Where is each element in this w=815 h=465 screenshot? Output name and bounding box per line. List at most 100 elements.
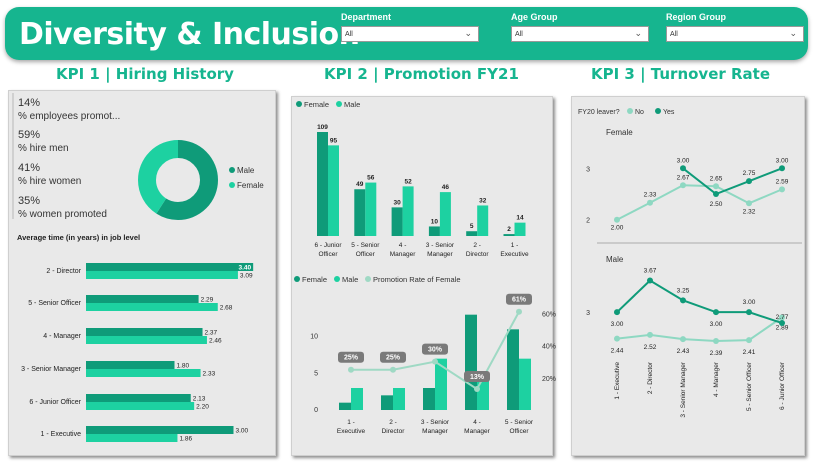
rate-point <box>432 358 438 365</box>
data-label: 3.25 <box>677 287 690 294</box>
bar-male <box>477 205 489 236</box>
category-label: 4 - <box>399 242 407 249</box>
hbar <box>86 426 234 434</box>
region-group-slicer[interactable]: Region Group All ⌄ <box>666 12 804 42</box>
page-title: Diversity & Inclusion <box>19 17 360 52</box>
category-label: Director <box>382 428 406 435</box>
bar-male <box>365 182 377 236</box>
line-point-no <box>746 337 752 344</box>
line-point-no <box>713 183 719 190</box>
data-label: 2.44 <box>611 348 624 355</box>
legend-marker-male <box>229 167 235 173</box>
region-group-dropdown[interactable]: All ⌄ <box>666 26 804 42</box>
kpi-card: 35% % women promoted <box>18 195 107 220</box>
category-label: 2 - Director <box>647 361 654 394</box>
data-label: 2.13 <box>193 396 206 403</box>
rate-point <box>474 386 480 393</box>
data-label: 32 <box>479 197 487 204</box>
data-label: 2.32 <box>743 208 756 215</box>
rate-data-label: 25% <box>386 355 401 362</box>
data-label: 2.20 <box>196 404 209 411</box>
age-group-slicer-label: Age Group <box>511 12 558 22</box>
bar-female <box>428 226 440 236</box>
legend-label-female: Female <box>304 100 329 109</box>
legend-marker <box>365 276 371 282</box>
category-label: Officer <box>318 251 338 258</box>
line-yes <box>682 167 783 196</box>
y2-tick-label: 60% <box>542 311 556 318</box>
line-point-yes <box>713 309 719 316</box>
y-tick-label: 5 <box>314 370 318 377</box>
chevron-down-icon[interactable]: ⌄ <box>464 28 472 38</box>
data-label: 46 <box>442 184 450 191</box>
card-label: % women promoted <box>18 209 107 220</box>
bar-female <box>466 231 478 236</box>
bar-female <box>381 395 393 410</box>
card-value: 59% <box>18 129 41 141</box>
legend-label-no: No <box>635 109 644 116</box>
data-label: 2.43 <box>677 348 690 355</box>
category-label: Executive <box>500 251 529 258</box>
kpi-card: 14% % employees promot... <box>18 97 120 122</box>
category-label: 5 - Senior Officer <box>746 361 753 411</box>
rate-data-label: 25% <box>344 355 359 362</box>
category-label: Manager <box>464 428 490 435</box>
category-label: 5 - Senior Officer <box>28 300 81 307</box>
cards-divider <box>12 93 14 219</box>
line-point-yes <box>779 320 785 327</box>
data-label: 3.67 <box>644 268 657 275</box>
panel-title: Male <box>606 255 624 264</box>
bar-male <box>435 358 447 410</box>
bar-male <box>393 388 405 410</box>
rate-point <box>516 308 522 315</box>
age-group-dropdown[interactable]: All ⌄ <box>511 26 649 42</box>
bar-male <box>477 380 489 410</box>
data-label: 2.68 <box>220 305 233 312</box>
category-label: 2 - Director <box>46 268 81 275</box>
data-label: 2.33 <box>203 371 216 378</box>
age-group-slicer[interactable]: Age Group All ⌄ <box>511 12 649 42</box>
category-label: 1 - <box>347 419 355 426</box>
line-point-no <box>713 338 719 345</box>
hbar <box>86 295 199 303</box>
card-label: % hire women <box>18 176 82 187</box>
legend-marker-female <box>229 182 235 188</box>
hbar <box>86 402 195 410</box>
data-label: 2.29 <box>201 297 214 304</box>
line-point-yes <box>746 309 752 316</box>
data-label: 14 <box>516 215 524 222</box>
category-label: 6 - Junior <box>314 242 342 249</box>
hbar-chart-title: Average time (in years) in job level <box>17 233 140 242</box>
category-label: Officer <box>509 428 529 435</box>
category-label: Manager <box>422 428 448 435</box>
data-label: 3.00 <box>611 321 624 328</box>
chevron-down-icon[interactable]: ⌄ <box>789 28 797 38</box>
department-slicer[interactable]: Department All ⌄ <box>341 12 479 42</box>
department-dropdown[interactable]: All ⌄ <box>341 26 479 42</box>
line-point-yes <box>680 165 686 172</box>
region-group-value: All <box>670 31 678 38</box>
legend-marker-yes <box>655 108 661 114</box>
legend-label-male: Male <box>344 100 360 109</box>
data-label: 30 <box>393 199 401 206</box>
data-label: 2.39 <box>710 350 723 357</box>
legend-label: Male <box>342 275 358 284</box>
data-label: 5 <box>470 223 474 230</box>
donut-slice-female <box>138 140 218 220</box>
bar-female <box>503 234 515 236</box>
bar-female <box>423 388 435 410</box>
line-no <box>616 316 783 343</box>
hbar <box>86 369 201 377</box>
chevron-down-icon[interactable]: ⌄ <box>634 28 642 38</box>
line-yes <box>616 279 783 325</box>
category-label: Director <box>466 251 490 258</box>
y-tick-label: 2 <box>586 218 590 225</box>
data-label: 3.00 <box>743 299 756 306</box>
data-label: 49 <box>356 181 364 188</box>
data-label: 2.65 <box>710 175 723 182</box>
data-label: 52 <box>404 178 412 185</box>
category-label: 4 - <box>473 419 481 426</box>
bar-female <box>507 329 519 410</box>
y-tick-label: 10 <box>310 334 318 341</box>
